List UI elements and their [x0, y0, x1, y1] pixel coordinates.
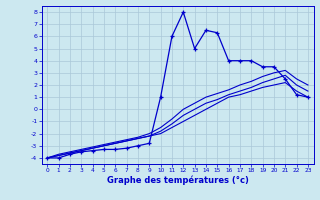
X-axis label: Graphe des températures (°c): Graphe des températures (°c): [107, 176, 249, 185]
